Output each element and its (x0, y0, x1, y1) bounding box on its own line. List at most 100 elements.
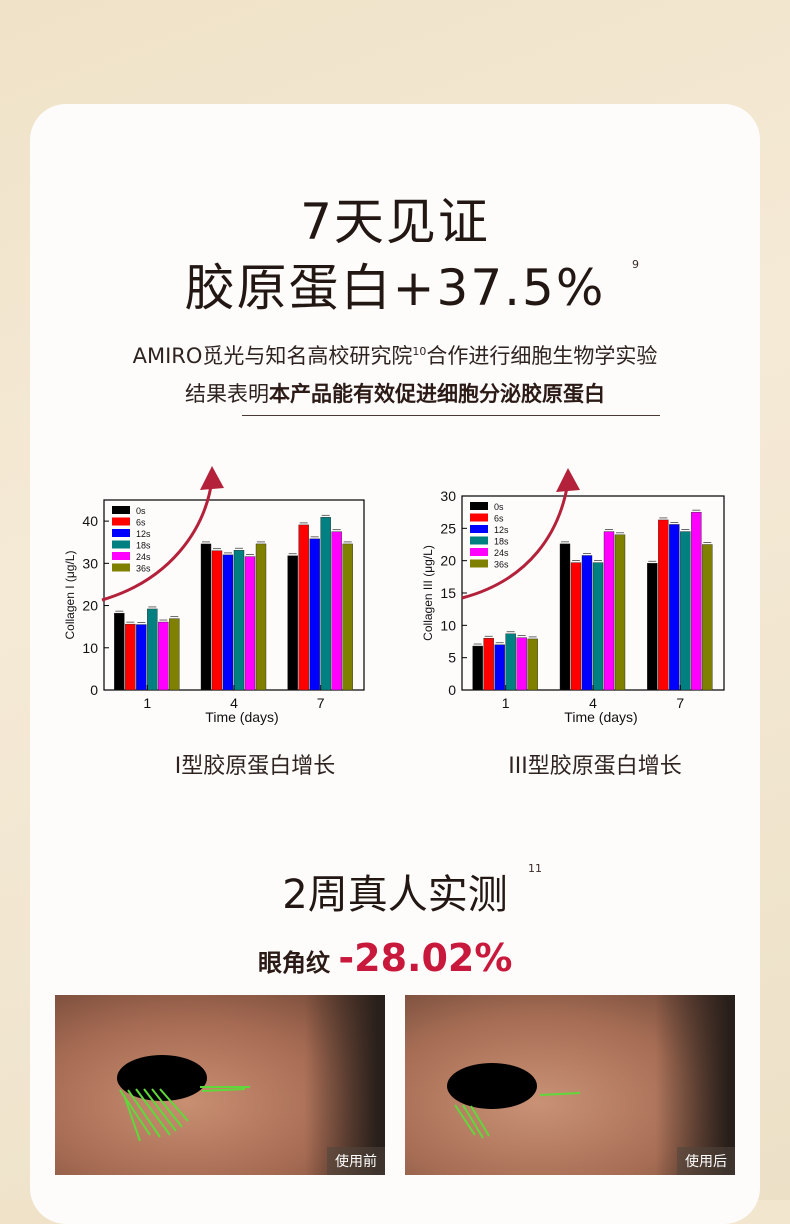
bar (691, 511, 702, 691)
legend-label: 0s (494, 502, 504, 512)
bar (125, 623, 136, 691)
bar (516, 637, 527, 691)
growth-arrow-right (461, 468, 580, 600)
bar (559, 543, 571, 691)
hair-shadow (655, 995, 735, 1175)
x-tick-label: 4 (230, 695, 238, 711)
legend-swatch (470, 536, 488, 545)
bar (494, 644, 505, 691)
headline-line2: 胶原蛋白+37.5% (184, 259, 606, 317)
bar (147, 608, 158, 691)
y-tick-label: 30 (82, 555, 98, 571)
bar (169, 618, 180, 691)
bar (669, 524, 680, 691)
legend-swatch (470, 559, 488, 568)
bar (570, 562, 582, 691)
y-tick-label: 25 (440, 520, 456, 536)
bar (309, 538, 320, 691)
eye-privacy-mask (447, 1063, 537, 1109)
photo-before-label: 使用前 (327, 1147, 385, 1175)
hair-shadow (305, 995, 385, 1175)
x-axis-label: Time (days) (564, 709, 637, 725)
legend-swatch (112, 552, 130, 560)
legend-label: 24s (494, 548, 509, 558)
bar (255, 543, 267, 691)
intro-line1-text-a: AMIRO觅光与知名高校研究院 (132, 344, 413, 368)
y-tick-label: 40 (82, 513, 98, 529)
legend-label: 36s (136, 564, 151, 574)
y-tick-label: 20 (440, 553, 456, 569)
bar (136, 624, 147, 691)
x-tick-label: 7 (317, 695, 325, 711)
y-tick-label: 0 (90, 682, 98, 698)
x-tick-label: 4 (589, 695, 597, 711)
bar (320, 517, 331, 691)
bar (680, 531, 691, 691)
bar (298, 524, 309, 691)
bar (222, 554, 234, 691)
intro-line2-plain: 结果表明 (185, 382, 269, 406)
intro-line2-bold: 本产品能有效促进细胞分泌胶原蛋白 (269, 382, 605, 406)
legend-swatch (470, 525, 488, 533)
bar (200, 543, 212, 691)
y-tick-label: 0 (448, 682, 456, 698)
legend-swatch (112, 529, 130, 537)
wrinkle-overlay (119, 1086, 250, 1142)
y-axis-label: Collagen I (μg/L) (63, 551, 77, 640)
bar (702, 544, 713, 691)
bar (114, 612, 125, 691)
collagen-iii-chart: 0 5 10 15 20 25 30 Collagen III (μg/L) 1 4 7 Time (… (421, 488, 725, 725)
wrinkle-stat: 眼角纹 -28.02% (258, 936, 512, 980)
photo-after: 使用后 (405, 995, 735, 1175)
legend-label: 18s (494, 537, 509, 547)
legend-swatch (112, 506, 130, 514)
y-tick-label: 20 (82, 598, 98, 614)
legend-swatch (112, 517, 130, 526)
eye-privacy-mask (117, 1055, 207, 1101)
bar (331, 531, 342, 691)
legend-label: 18s (136, 541, 151, 551)
wrinkle-stat-label: 眼角纹 (258, 949, 330, 977)
bar (614, 534, 626, 691)
bar (658, 519, 669, 691)
bar (527, 638, 538, 691)
x-axis-label: Time (days) (205, 709, 278, 725)
chart1-caption: I型胶原蛋白增长 (174, 754, 336, 779)
intro-underline (242, 415, 660, 416)
legend-label: 36s (494, 560, 509, 570)
section2-footnote: 11 (528, 862, 542, 875)
collagen-i-chart: 0 10 20 30 40 Collagen I (μg/L) 1 4 7 Time (days)… (63, 499, 365, 725)
x-tick-label: 1 (502, 695, 510, 711)
y-tick-label: 10 (440, 617, 456, 633)
legend-label: 12s (494, 525, 509, 535)
bar (647, 563, 658, 691)
bar (581, 555, 593, 691)
bar (244, 556, 256, 691)
x-tick-label: 7 (676, 695, 684, 711)
intro-footnote: 10 (412, 345, 427, 358)
legend-swatch (470, 548, 488, 556)
legend-swatch (112, 563, 130, 572)
bar (211, 550, 223, 691)
legend-label: 12s (136, 529, 151, 539)
y-tick-label: 10 (82, 640, 98, 656)
growth-arrow-left (101, 466, 224, 602)
legend-swatch (112, 540, 130, 549)
wrinkle-overlay (454, 1092, 581, 1139)
intro-line1-text-b: 合作进行细胞生物学实验 (426, 344, 658, 368)
bar (158, 621, 169, 691)
bar (287, 555, 298, 691)
legend-label: 0s (136, 506, 146, 516)
y-axis-label: Collagen III (μg/L) (421, 545, 435, 641)
headline-line1: 7天见证 (300, 193, 490, 251)
chart2-caption: III型胶原蛋白增长 (508, 754, 682, 779)
y-tick-label: 5 (448, 650, 456, 666)
bar (505, 633, 516, 691)
headline-footnote: 9 (632, 258, 639, 271)
intro-line1: AMIRO觅光与知名高校研究院10合作进行细胞生物学实验 (0, 340, 790, 370)
y-tick-label: 30 (440, 488, 456, 504)
legend-label: 6s (136, 518, 146, 528)
x-tick-label: 1 (143, 695, 151, 711)
wrinkle-stat-value: -28.02% (338, 936, 513, 980)
legend-label: 6s (494, 514, 504, 524)
